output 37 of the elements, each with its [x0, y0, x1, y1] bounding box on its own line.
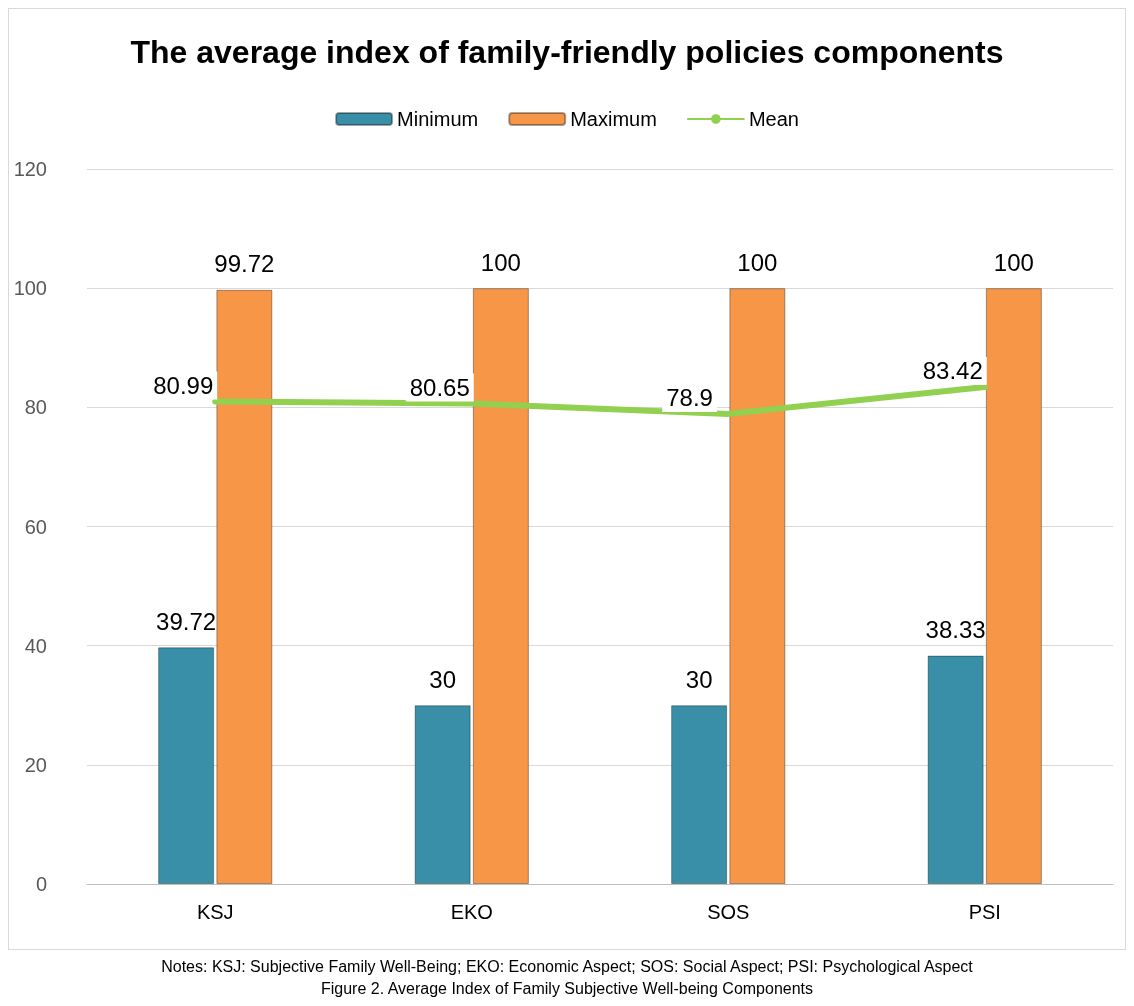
x-tick-label: EKO	[450, 901, 493, 923]
data-label: 80.99	[153, 371, 214, 399]
legend-label: Minimum	[397, 108, 479, 130]
bar	[414, 705, 471, 884]
y-tick-label: 20	[24, 753, 47, 776]
caption: Figure 2. Average Index of Family Subjective Well-being Components	[319, 979, 815, 999]
data-label: 30	[685, 665, 713, 693]
y-tick-label: 60	[24, 515, 47, 538]
y-tick-label: 40	[24, 634, 47, 657]
data-label: 100	[480, 248, 521, 276]
data-label: 100	[737, 248, 778, 276]
data-label: 78.9	[666, 384, 713, 412]
chart-title: The average index of family-friendly policies components	[130, 34, 1004, 70]
data-label: 83.42	[922, 357, 983, 385]
bar	[671, 705, 728, 884]
data-label: 100	[993, 248, 1034, 276]
y-tick-label: 100	[13, 277, 47, 300]
data-label: 38.33	[925, 616, 986, 644]
data-label: 99.72	[214, 250, 275, 278]
bar	[216, 289, 273, 884]
x-tick-label: KSJ	[196, 901, 234, 923]
data-label: 39.72	[156, 607, 217, 635]
y-tick-label: 0	[35, 873, 47, 895]
bar	[927, 655, 984, 884]
bar	[472, 288, 529, 884]
y-tick-label: 80	[24, 396, 47, 419]
x-tick-label: SOS	[707, 901, 750, 923]
bar	[985, 288, 1042, 884]
legend-label: Mean	[748, 108, 799, 130]
data-label: 80.65	[409, 373, 470, 401]
data-label: 30	[429, 665, 456, 693]
y-tick-label: 120	[13, 158, 47, 180]
legend-label: Maximum	[570, 108, 657, 130]
text: Notes: KSJ: Subjective Family Well-Being; EKO: Economic Aspect; SOS: Social Aspect; PSI: Psychological Aspect	[160, 957, 974, 977]
bar	[729, 288, 786, 884]
x-tick-label: PSI	[968, 901, 1001, 923]
bar	[158, 647, 215, 884]
